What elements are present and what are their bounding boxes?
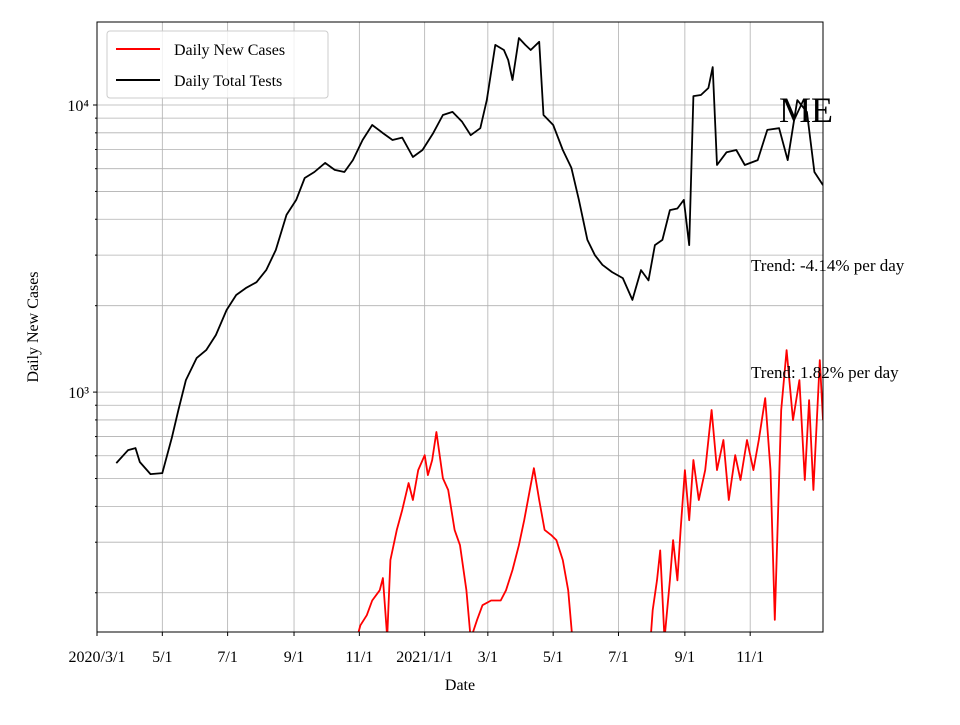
data-line: [357, 349, 823, 632]
x-tick-label: 11/1: [345, 649, 373, 666]
x-tick-label: 2021/1/1: [396, 649, 453, 666]
x-tick-label: 9/1: [675, 649, 695, 666]
legend-box: [106, 30, 329, 99]
x-tick-label: 7/1: [608, 649, 628, 666]
legend-label: Daily Total Tests: [174, 73, 282, 90]
x-tick-label: 7/1: [217, 649, 237, 666]
legend: Daily New Cases Daily Total Tests: [106, 30, 329, 99]
y-tick-label: 10³: [68, 385, 89, 402]
plot-lines: [115, 37, 823, 632]
annotation: Trend: -4.14% per day: [751, 256, 905, 275]
x-tick-label: 9/1: [284, 649, 304, 666]
x-axis-label: Date: [445, 677, 475, 694]
x-tick-label: 3/1: [478, 649, 498, 666]
annotation: ME: [779, 90, 833, 130]
legend-label: Daily New Cases: [174, 42, 285, 59]
annotation: Trend: 1.82% per day: [751, 363, 899, 382]
grid: [96, 22, 823, 632]
data-line: [115, 37, 823, 475]
plot-frame: [96, 21, 824, 633]
y-tick-label: 10⁴: [67, 98, 89, 115]
x-tick-label: 11/1: [736, 649, 764, 666]
x-tick-label: 2020/3/1: [69, 649, 126, 666]
x-tick-label: 5/1: [543, 649, 563, 666]
x-tick-label: 5/1: [152, 649, 172, 666]
y-axis-label: Daily New Cases: [25, 271, 42, 382]
